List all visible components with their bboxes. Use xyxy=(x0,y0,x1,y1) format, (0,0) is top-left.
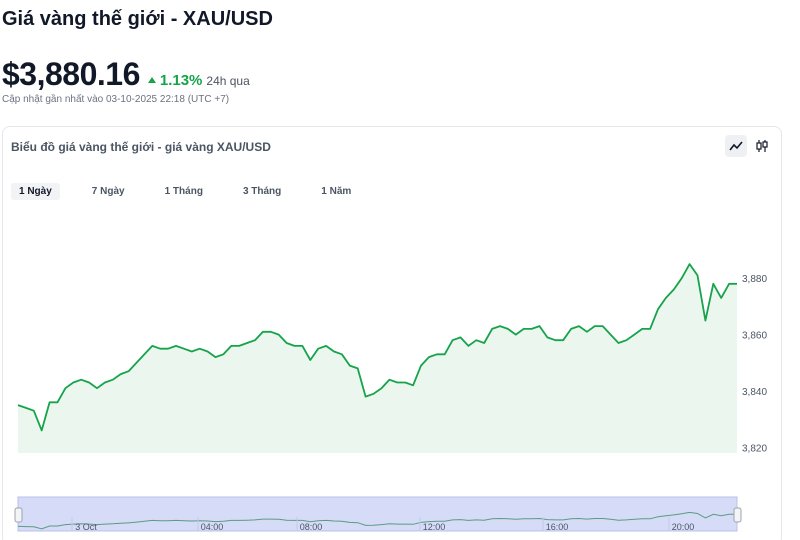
price-line xyxy=(17,263,737,432)
navigator-window xyxy=(17,496,738,532)
navigator-line xyxy=(17,511,737,530)
price-area xyxy=(18,264,737,453)
navigator-handle-right[interactable] xyxy=(733,507,742,523)
navigator-x-label: 08:00 xyxy=(300,522,323,532)
line-chart-icon xyxy=(729,141,743,151)
navigator-x-label: 12:00 xyxy=(423,522,446,532)
y-tick-label: 3,840 xyxy=(742,387,767,398)
range-tab-3-months[interactable]: 3 Tháng xyxy=(242,186,282,197)
navigator-x-label: 04:00 xyxy=(201,522,224,532)
y-tick-label: 3,860 xyxy=(742,331,767,342)
last-updated: Cập nhật gần nhất vào 03-10-2025 22:18 (… xyxy=(2,94,230,105)
range-tab-7-days[interactable]: 7 Ngày xyxy=(91,186,125,197)
current-price: $3,880.16 xyxy=(2,56,140,92)
triangle-up-icon xyxy=(147,77,156,83)
navigator-x-label: 16:00 xyxy=(546,522,569,532)
navigator-x-label: 20:00 xyxy=(672,522,695,532)
navigator-x-label: 3 Oct xyxy=(75,522,97,532)
y-tick-label: 3,820 xyxy=(742,443,767,454)
navigator-handle-left[interactable] xyxy=(14,507,23,523)
range-tab-1-month[interactable]: 1 Tháng xyxy=(164,186,203,197)
change-percent: 1.13% xyxy=(159,72,203,89)
chart-type-toggle xyxy=(725,135,773,157)
candlestick-icon xyxy=(756,140,768,152)
range-tabs: 1 Ngày 7 Ngày 1 Tháng 3 Tháng 1 Năm xyxy=(11,183,379,200)
range-tab-1-day[interactable]: 1 Ngày xyxy=(11,183,60,200)
change-period: 24h qua xyxy=(206,74,250,88)
page-title: Giá vàng thế giới - XAU/USD xyxy=(2,8,273,30)
range-tab-1-year[interactable]: 1 Năm xyxy=(321,186,352,197)
chart-title: Biểu đồ giá vàng thế giới - giá vàng XAU… xyxy=(11,140,271,154)
candlestick-button[interactable] xyxy=(751,135,773,157)
price-change: 1.13% 24h qua xyxy=(147,72,250,89)
line-chart-button[interactable] xyxy=(725,135,747,157)
price-row: $3,880.16 1.13% 24h qua xyxy=(2,56,250,93)
y-tick-label: 3,880 xyxy=(742,274,767,285)
